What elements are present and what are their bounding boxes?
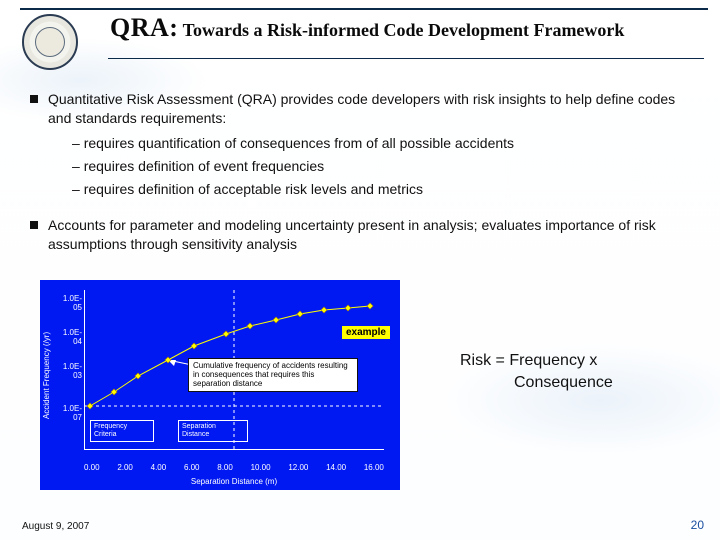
sub-item: requires definition of acceptable risk l…	[72, 180, 696, 199]
bullet-2-text: Accounts for parameter and modeling unce…	[48, 216, 696, 254]
bullet-2: Accounts for parameter and modeling unce…	[30, 216, 696, 254]
legend-frequency-criteria: Frequency Criteria	[90, 420, 154, 442]
equation-line-2: Consequence	[460, 372, 613, 394]
y-tick: 1.0E-04	[56, 328, 82, 346]
y-axis-label: Accident Frequency (/yr)	[42, 320, 56, 430]
title-text: Towards a Risk-informed Code Development…	[183, 20, 625, 40]
callout-box: Cumulative frequency of accidents result…	[188, 358, 358, 392]
bullet-square-icon	[30, 221, 38, 229]
sub-item: requires definition of event frequencies	[72, 157, 696, 176]
example-tag: example	[342, 326, 390, 339]
top-rule	[20, 8, 708, 10]
legend-separation-distance: Separation Distance	[178, 420, 248, 442]
sub-item: requires quantification of consequences …	[72, 134, 696, 153]
x-tick: 8.00	[217, 463, 233, 472]
risk-chart: Accident Frequency (/yr) 1.0E-05 1.0E-04…	[40, 280, 400, 490]
risk-equation: Risk = Frequency x Consequence	[460, 350, 613, 393]
bullet-square-icon	[30, 95, 38, 103]
footer-date: August 9, 2007	[22, 521, 89, 532]
agency-seal-icon	[22, 14, 78, 70]
bullet-1-text: Quantitative Risk Assessment (QRA) provi…	[48, 90, 696, 128]
x-tick: 0.00	[84, 463, 100, 472]
title-underline	[108, 58, 704, 59]
series-points	[87, 303, 373, 409]
footer-page-number: 20	[691, 518, 704, 532]
x-tick: 4.00	[151, 463, 167, 472]
bullet-list: Quantitative Risk Assessment (QRA) provi…	[30, 90, 696, 254]
title-acronym: QRA:	[110, 13, 178, 42]
y-tick: 1.0E-07	[56, 404, 82, 422]
x-tick: 2.00	[117, 463, 133, 472]
bullet-1-subs: requires quantification of consequences …	[72, 134, 696, 199]
x-tick: 10.00	[251, 463, 271, 472]
x-tick: 12.00	[288, 463, 308, 472]
y-tick: 1.0E-05	[56, 294, 82, 312]
x-tick: 16.00	[364, 463, 384, 472]
x-tick: 14.00	[326, 463, 346, 472]
seal-inner-icon	[35, 27, 65, 57]
page-title: QRA: Towards a Risk-informed Code Develo…	[110, 12, 704, 45]
slide: QRA: Towards a Risk-informed Code Develo…	[0, 0, 720, 540]
bullet-1: Quantitative Risk Assessment (QRA) provi…	[30, 90, 696, 128]
y-tick: 1.0E-03	[56, 362, 82, 380]
x-ticks: 0.00 2.00 4.00 6.00 8.00 10.00 12.00 14.…	[84, 463, 384, 472]
x-tick: 6.00	[184, 463, 200, 472]
equation-line-1: Risk = Frequency x	[460, 350, 613, 372]
x-axis-label: Separation Distance (m)	[84, 477, 384, 486]
